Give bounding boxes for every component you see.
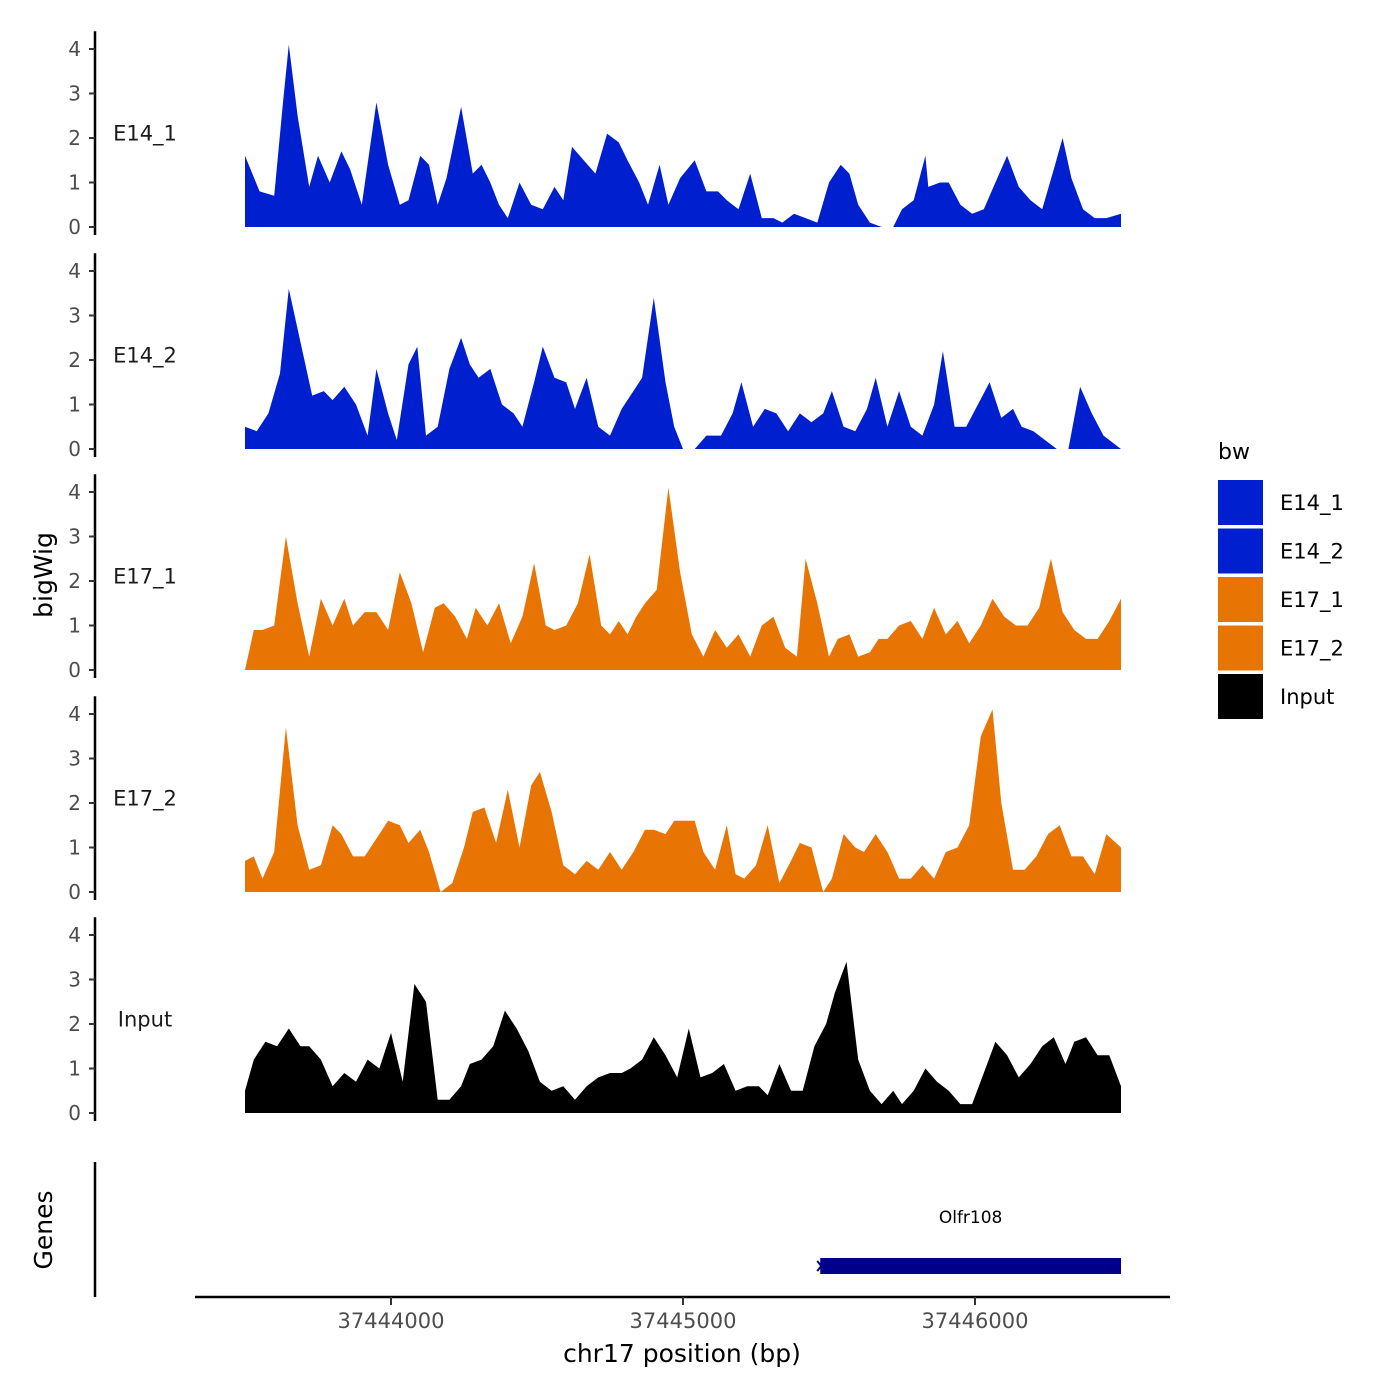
y-tick-label-Input-2: 2 (68, 1012, 81, 1036)
area-E14_2 (245, 288, 1121, 449)
y-tick-label-E17_1-0: 0 (68, 658, 81, 682)
track-E17_1: 0 1 2 3 4 E17_1 (68, 474, 1121, 682)
y-tick-label-E17_1-4: 4 (68, 480, 81, 504)
legend-label-E17_2: E17_2 (1280, 637, 1344, 662)
y-tick-label-E14_1-2: 2 (68, 126, 81, 150)
track-label-Input: Input (118, 1008, 172, 1032)
y-tick-label-Input-4: 4 (68, 923, 81, 947)
y-tick-label-E14_2-1: 1 (68, 393, 81, 417)
legend-label-Input: Input (1280, 685, 1334, 709)
bigwig-tracks: 0 1 2 3 4 E14_1 0 1 2 3 4 E14_2 0 1 2 3 4 E17_1 0 1 2 3 4 E17_2… (68, 31, 1121, 1125)
y-tick-label-E17_2-0: 0 (68, 880, 81, 904)
genes-panel: Olfr108 (93, 1162, 1121, 1297)
y-tick-label-Input-3: 3 (68, 968, 81, 992)
track-E17_2: 0 1 2 3 4 E17_2 (68, 696, 1121, 904)
track-E14_2: 0 1 2 3 4 E14_2 (68, 253, 1121, 461)
track-label-E17_2: E17_2 (113, 787, 177, 812)
y-tick-label-E14_1-3: 3 (68, 82, 81, 106)
gene-body-Olfr108 (820, 1258, 1121, 1274)
x-axis-title: chr17 position (bp) (563, 1339, 801, 1368)
legend-swatch-E14_2 (1218, 528, 1263, 574)
y-tick-label-E14_2-2: 2 (68, 348, 81, 372)
legend-swatch-E17_1 (1218, 577, 1263, 622)
legend-label-E17_1: E17_1 (1280, 588, 1344, 613)
x-tick-label-37445000: 37445000 (630, 1309, 737, 1333)
x-tick-label-37446000: 37446000 (922, 1309, 1029, 1333)
legend-label-E14_2: E14_2 (1280, 540, 1344, 565)
x-axis: 37444000 37445000 37446000 (195, 1295, 1170, 1333)
y-tick-label-Input-1: 1 (68, 1057, 81, 1081)
y-tick-label-E17_1-1: 1 (68, 614, 81, 638)
y-tick-label-E14_2-0: 0 (68, 437, 81, 461)
x-tick-label-37444000: 37444000 (338, 1309, 445, 1333)
y-tick-label-Input-0: 0 (68, 1101, 81, 1125)
legend-swatch-E17_2 (1218, 625, 1263, 671)
area-E17_1 (245, 487, 1121, 670)
y-tick-label-E14_2-4: 4 (68, 259, 81, 283)
y-tick-label-E14_2-3: 3 (68, 304, 81, 328)
legend: bw E14_1 E14_2 E17_1 E17_2 Input (1218, 440, 1344, 719)
area-E14_1 (245, 44, 1121, 227)
y-tick-label-E17_2-4: 4 (68, 702, 81, 726)
legend-title: bw (1218, 440, 1250, 465)
legend-label-E14_1: E14_1 (1280, 491, 1344, 516)
y-tick-label-E14_1-0: 0 (68, 215, 81, 239)
y-tick-label-E17_1-3: 3 (68, 525, 81, 549)
y-tick-label-E14_1-1: 1 (68, 171, 81, 195)
track-label-E14_2: E14_2 (113, 344, 177, 369)
legend-swatch-E14_1 (1218, 480, 1263, 525)
y-tick-label-E17_2-3: 3 (68, 747, 81, 771)
track-E14_1: 0 1 2 3 4 E14_1 (68, 31, 1121, 239)
y-tick-label-E17_1-2: 2 (68, 569, 81, 593)
y-tick-label-E17_2-2: 2 (68, 791, 81, 815)
area-E17_2 (245, 709, 1121, 892)
gene-strand-mark-Olfr108 (816, 1260, 827, 1272)
y-tick-label-E17_2-1: 1 (68, 836, 81, 860)
track-label-E17_1: E17_1 (113, 565, 177, 590)
y-axis-title: bigWig (29, 532, 58, 618)
track-Input: 0 1 2 3 4 Input (68, 917, 1121, 1125)
track-label-E14_1: E14_1 (113, 122, 177, 147)
genes-panel-title: Genes (29, 1190, 58, 1269)
area-Input (245, 961, 1121, 1113)
y-tick-label-E14_1-4: 4 (68, 37, 81, 61)
legend-swatch-Input (1218, 674, 1263, 719)
gene-label-Olfr108: Olfr108 (939, 1208, 1003, 1228)
